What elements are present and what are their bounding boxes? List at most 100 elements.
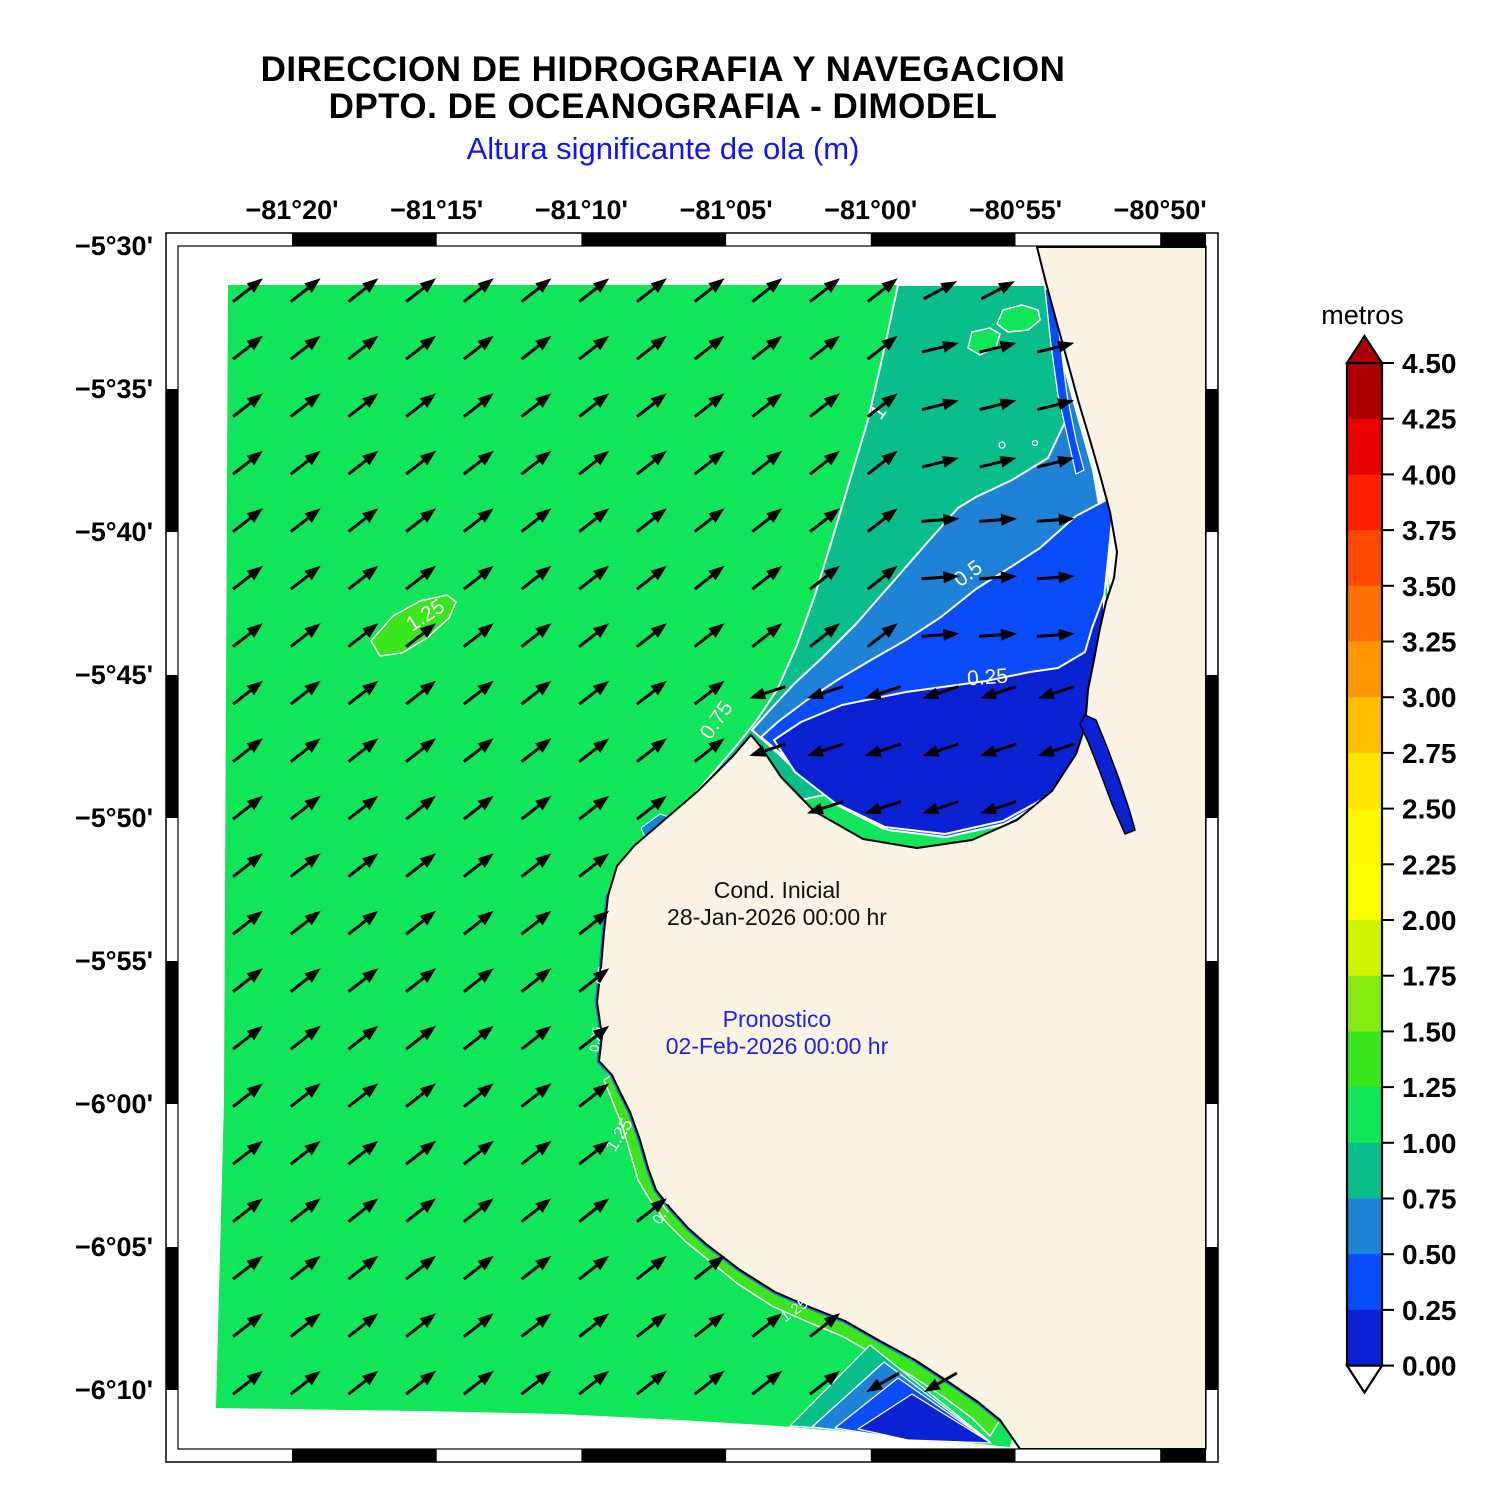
wave-arrow-head	[592, 795, 610, 811]
wave-arrow-shaft	[232, 401, 252, 418]
wave-arrow-head	[650, 1198, 667, 1213]
wave-arrow-shaft	[1052, 685, 1075, 695]
wave-arrow-head	[749, 745, 767, 757]
colorbar-segment	[1347, 585, 1382, 643]
wave-arrow-head	[304, 1140, 321, 1156]
wave-arrow-shaft	[693, 516, 713, 533]
wave-arrow-head	[942, 513, 960, 526]
wave-arrow-shaft	[751, 286, 771, 303]
wave-arrow-head	[246, 1083, 263, 1098]
wave-arrow-head	[765, 1370, 783, 1386]
contour-ring-a	[998, 441, 1006, 449]
wave-arrow-shaft	[866, 631, 886, 648]
wave-arrow-shaft	[289, 1206, 309, 1223]
wave-arrow-shaft	[763, 742, 786, 753]
wave-arrow-shaft	[520, 746, 540, 763]
wave-arrow-shaft	[347, 401, 367, 418]
wave-arrow-head	[708, 565, 725, 581]
wave-arrow-head	[362, 1313, 379, 1328]
wave-arrow-shaft	[462, 976, 483, 993]
wave-arrow-shaft	[462, 344, 483, 361]
wave-arrow-shaft	[405, 286, 425, 303]
wave-arrow-head	[304, 565, 321, 581]
wave-arrow-head	[535, 968, 552, 983]
wave-arrow-shaft	[636, 344, 656, 361]
wave-arrow-head	[881, 565, 898, 581]
wave-arrow-shaft	[578, 804, 598, 821]
frame-segment-top	[581, 233, 727, 246]
wave-arrow-shaft	[462, 1321, 483, 1338]
x-axis-label: −81°20'	[245, 195, 338, 225]
wave-arrow-head	[708, 335, 725, 351]
wave-arrow-shaft	[693, 746, 713, 763]
colorbar-segment	[1347, 363, 1382, 420]
wave-arrow-head	[922, 687, 940, 700]
wave-arrow-head	[999, 398, 1017, 411]
wave-arrow-head	[592, 680, 610, 696]
wave-arrow-shaft	[520, 976, 540, 993]
wave-arrow-shaft	[232, 459, 252, 476]
wave-arrow-shaft	[289, 344, 309, 361]
wave-arrow-head	[304, 1083, 321, 1098]
wave-arrow-shaft	[232, 919, 252, 936]
wave-arrow-head	[997, 281, 1015, 294]
wave-arrow-head	[650, 795, 667, 811]
wave-arrow-head	[1057, 455, 1075, 468]
wave-arrow-shaft	[520, 401, 540, 418]
wave-arrow-head	[419, 853, 437, 868]
wave-arrow-head	[419, 680, 437, 696]
frame-segment-bottom	[870, 1449, 1016, 1462]
wave-arrow-head	[246, 450, 263, 466]
frame-segment-top	[292, 233, 437, 246]
wave-arrow-head	[940, 281, 958, 294]
wave-arrow-shaft	[405, 861, 425, 878]
wave-arrow-head	[1000, 628, 1018, 641]
wave-arrow-head	[246, 1370, 263, 1386]
wave-arrow-head	[477, 393, 494, 408]
wave-arrow-shaft	[879, 1371, 900, 1386]
frame-segment-left	[166, 389, 178, 532]
wave-arrow-shaft	[693, 631, 713, 648]
wave-arrow-shaft	[1036, 633, 1059, 638]
wave-arrow-head	[823, 623, 840, 638]
wave-arrow-shaft	[520, 1321, 540, 1338]
wave-arrow-head	[246, 680, 263, 696]
frame-segment-left	[166, 675, 178, 818]
wave-arrow-head	[592, 1255, 610, 1271]
colorbar-segment	[1347, 920, 1382, 977]
wave-arrow-head	[592, 335, 610, 351]
wave-arrow-head	[1057, 340, 1075, 353]
wave-arrow-head	[477, 1198, 494, 1213]
wave-arrow-head	[881, 335, 898, 351]
wave-arrow-head	[477, 910, 494, 926]
wave-arrow-head	[419, 278, 437, 293]
wave-arrow-shaft	[232, 1034, 252, 1051]
wave-arrow-shaft	[405, 631, 425, 648]
wave-arrow-head	[1057, 398, 1075, 411]
chart-title: Altura significante de ola (m)	[466, 131, 860, 166]
wave-arrow-head	[806, 802, 825, 815]
wave-arrow-head	[362, 910, 379, 926]
wave-arrow-shaft	[578, 516, 598, 533]
wave-arrow-head	[362, 335, 379, 351]
frame-segment-right	[1206, 961, 1218, 1104]
wave-arrow-head	[1037, 687, 1055, 700]
wave-arrow-shaft	[636, 459, 656, 476]
colorbar-tick-label: 0.00	[1402, 1351, 1457, 1382]
wave-arrow-shaft	[232, 861, 252, 878]
wave-arrow-shaft	[347, 976, 367, 993]
wave-arrow-head	[362, 795, 379, 811]
colorbar-tick-label: 2.00	[1402, 905, 1457, 936]
initial-condition-label: Cond. Inicial	[713, 877, 841, 903]
wave-arrow-head	[650, 623, 667, 638]
wave-arrow-head	[246, 1255, 263, 1271]
wave-arrow-shaft	[921, 575, 944, 581]
patch-1.00-1.25-a	[996, 304, 1041, 333]
wave-arrow-shaft	[809, 516, 829, 533]
colorbar-tick-label: 1.50	[1402, 1016, 1457, 1047]
wave-arrow-head	[535, 393, 552, 408]
wave-arrow-head	[765, 335, 783, 351]
contour-ring-b	[1031, 439, 1039, 447]
wave-arrow-shaft	[809, 344, 829, 361]
